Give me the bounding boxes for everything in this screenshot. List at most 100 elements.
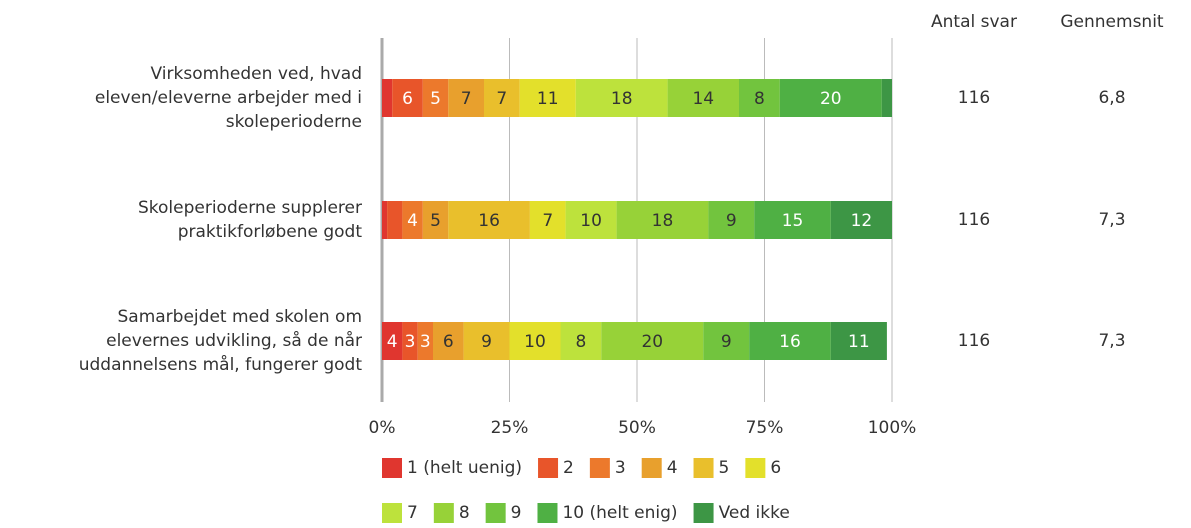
legend-label: 7: [407, 503, 418, 523]
data-label: 8: [575, 332, 586, 352]
data-label: 11: [537, 89, 559, 109]
bar-segment: [448, 201, 530, 239]
bar-segment: [382, 322, 403, 360]
x-tick-label: 100%: [868, 418, 917, 438]
data-label: 7: [542, 211, 553, 231]
data-label: 20: [820, 89, 842, 109]
bar-segment: [601, 322, 704, 360]
legend-label: 4: [667, 458, 678, 478]
column-value: 116: [958, 88, 990, 108]
data-label: 9: [721, 332, 732, 352]
data-label: 9: [481, 332, 492, 352]
bar-segment: [417, 322, 433, 360]
bar-segment: [422, 79, 449, 117]
data-label: 6: [443, 332, 454, 352]
data-label: 9: [726, 211, 737, 231]
bar-segment: [387, 201, 403, 239]
category-label: Skoleperioderne supplerer praktikforløbe…: [137, 198, 362, 242]
data-label: 6: [402, 89, 413, 109]
bar-segment: [830, 201, 892, 239]
legend-swatch: [641, 458, 662, 478]
legend-swatch: [589, 458, 610, 478]
legend-swatch: [382, 503, 402, 523]
legend-label: 10 (helt enig): [562, 503, 677, 523]
column-value: 116: [958, 210, 990, 230]
data-label: 3: [420, 332, 431, 352]
legend-swatch: [382, 458, 402, 478]
bar-segment: [433, 322, 464, 360]
data-label: 14: [692, 89, 714, 109]
bar-segment: [703, 322, 750, 360]
legend-swatch: [693, 503, 714, 523]
column-value: 7,3: [1098, 331, 1125, 351]
bar-segment: [667, 79, 739, 117]
data-label: 18: [611, 89, 633, 109]
data-label: 15: [782, 211, 804, 231]
data-label: 10: [580, 211, 602, 231]
data-label: 7: [461, 89, 472, 109]
data-label: 3: [405, 332, 416, 352]
data-label: 18: [652, 211, 674, 231]
data-label: 8: [754, 89, 765, 109]
data-label: 5: [430, 211, 441, 231]
bar-segment: [463, 322, 510, 360]
legend-swatch: [485, 503, 506, 523]
data-label: 7: [496, 89, 507, 109]
data-label: 5: [430, 89, 441, 109]
legend-label: Ved ikke: [719, 503, 790, 523]
data-label: 16: [478, 211, 500, 231]
bar-segment: [529, 201, 566, 239]
bar-segment: [560, 322, 602, 360]
column-value: 7,3: [1098, 210, 1125, 230]
data-label: 4: [387, 332, 398, 352]
legend-label: 2: [563, 458, 574, 478]
legend-label: 9: [511, 503, 522, 523]
data-label: 4: [407, 211, 418, 231]
bar-segment: [881, 79, 892, 117]
legend-swatch: [537, 503, 558, 523]
bar-segment: [382, 201, 388, 239]
bar-segment: [448, 79, 484, 117]
bar-segment: [616, 201, 709, 239]
bar-segment: [575, 79, 668, 117]
bar-segment: [392, 79, 423, 117]
data-label: 16: [779, 332, 801, 352]
category-label: Virksomheden ved, hvad eleven/eleverne a…: [94, 64, 362, 132]
category-label: Samarbejdet med skolen om elevernes udvi…: [78, 307, 362, 375]
bar-segment: [739, 79, 780, 117]
legend-swatch: [433, 503, 454, 523]
bar-segment: [519, 79, 576, 117]
bar-segment: [484, 79, 520, 117]
column-value: 116: [958, 331, 990, 351]
bar-segment: [779, 79, 882, 117]
bar-segment: [708, 201, 755, 239]
bar-segment: [382, 79, 393, 117]
data-label: 10: [524, 332, 546, 352]
legend-swatch: [538, 458, 559, 478]
data-label: 20: [641, 332, 663, 352]
legend-label: 1 (helt uenig): [407, 458, 522, 478]
legend-label: 5: [719, 458, 730, 478]
bar-segment: [422, 201, 449, 239]
data-label: 11: [848, 332, 870, 352]
legend-label: 8: [459, 503, 470, 523]
legend-label: 6: [770, 458, 781, 478]
bar-segment: [749, 322, 831, 360]
bar-segment: [565, 201, 617, 239]
bar-segment: [402, 201, 423, 239]
column-header: Gennemsnit: [1060, 12, 1164, 32]
x-tick-label: 50%: [618, 418, 656, 438]
legend-swatch: [693, 458, 714, 478]
column-value: 6,8: [1098, 88, 1125, 108]
data-label: 12: [851, 211, 873, 231]
x-tick-label: 75%: [746, 418, 784, 438]
bar-segment: [830, 322, 887, 360]
x-tick-label: 25%: [491, 418, 529, 438]
column-header: Antal svar: [931, 12, 1017, 32]
bar-segment: [509, 322, 561, 360]
legend-label: 3: [615, 458, 626, 478]
bar-segment: [754, 201, 831, 239]
legend-swatch: [745, 458, 766, 478]
